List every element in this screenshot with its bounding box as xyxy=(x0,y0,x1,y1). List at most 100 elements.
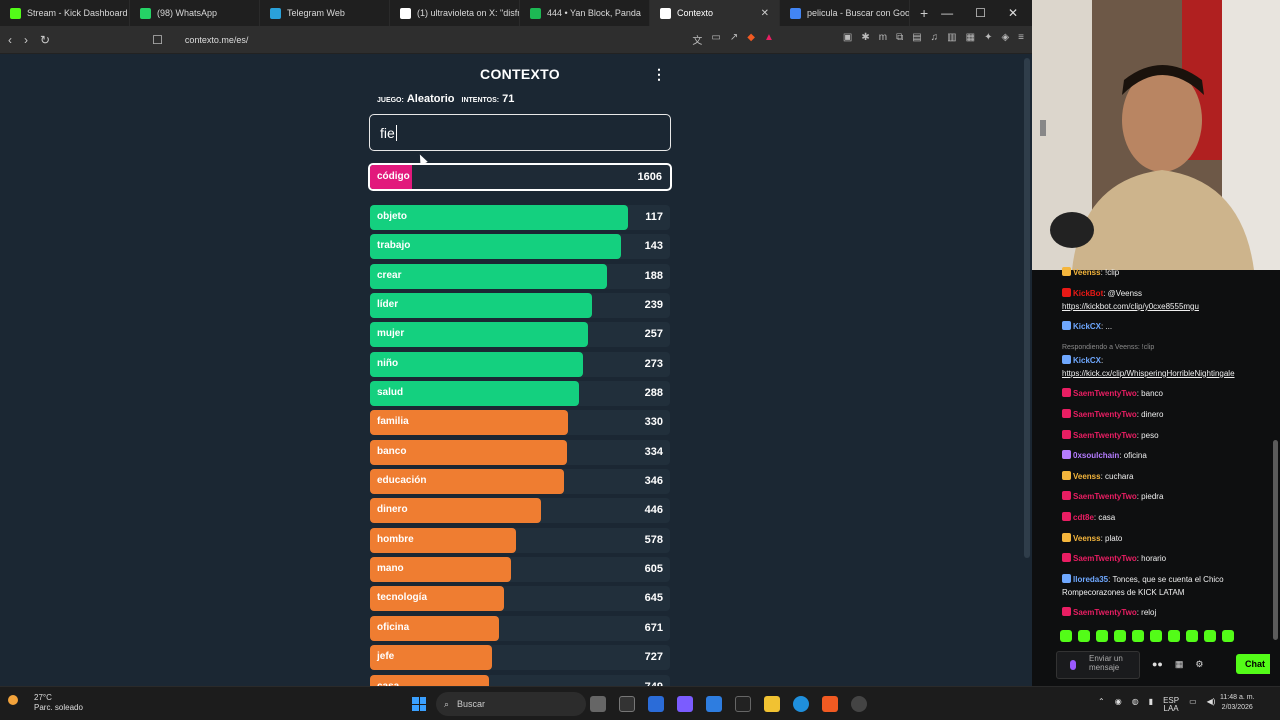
copilot-icon[interactable] xyxy=(677,696,693,712)
forward-icon[interactable]: › xyxy=(24,32,28,47)
start-button[interactable] xyxy=(412,697,426,711)
chevron-up-icon[interactable]: ⌃ xyxy=(1098,697,1105,706)
brave-shield-icon[interactable]: ◆ xyxy=(747,32,755,43)
emote-icon[interactable] xyxy=(1204,630,1216,642)
chat-message: SaemTwentyTwo: dinero xyxy=(1062,408,1272,421)
mic-tray-icon[interactable]: ▮ xyxy=(1148,697,1154,706)
chat-username[interactable]: 0xsoulchain xyxy=(1073,451,1120,461)
translate-icon[interactable]: 文 xyxy=(692,36,703,47)
console-icon[interactable] xyxy=(735,696,751,712)
emote-icon[interactable] xyxy=(1186,630,1198,642)
taskbar: 27°C Parc. soleado ⌕ Buscar ⌃ ◉ ◍ ▮ ESP LA… xyxy=(0,686,1280,720)
chat-username[interactable]: cdt8e xyxy=(1073,513,1094,522)
chat-username[interactable]: Veenss xyxy=(1073,268,1101,277)
tab-label: Stream - Kick Dashboard xyxy=(27,8,128,18)
snipping-tool-icon[interactable] xyxy=(648,696,664,712)
back-icon[interactable]: ‹ xyxy=(8,32,12,47)
chat-username[interactable]: SaemTwentyTwo xyxy=(1073,389,1137,399)
chat-username[interactable]: SaemTwentyTwo xyxy=(1073,492,1137,502)
browser-tab[interactable]: (1) ultravioleta on X: "disfru xyxy=(390,0,520,26)
music-icon[interactable]: ♫ xyxy=(930,32,939,43)
obs-icon[interactable] xyxy=(851,696,867,712)
new-tab-button[interactable]: + xyxy=(920,5,929,21)
extension-icon[interactable]: ✱ xyxy=(861,32,870,43)
chat-message: Veenss: plato xyxy=(1062,532,1272,545)
menu-icon[interactable]: ≡ xyxy=(1018,32,1024,43)
shield-icon[interactable]: ◉ xyxy=(1114,697,1122,706)
chat-username[interactable]: KickCX xyxy=(1073,355,1102,365)
network-icon[interactable]: ▭ xyxy=(1189,697,1197,706)
chat-username[interactable]: lloreda35 xyxy=(1073,574,1109,584)
emote-icon[interactable] xyxy=(1114,630,1126,642)
vpn-icon[interactable]: ◈ xyxy=(1001,32,1010,43)
cast-icon[interactable]: ▭ xyxy=(711,32,721,43)
chat-scroll-thumb[interactable] xyxy=(1273,440,1278,640)
scrollbar-thumb[interactable] xyxy=(1024,58,1030,558)
chat-link[interactable]: https://kickbot.com/clip/y0cxe8555mgu xyxy=(1062,301,1199,311)
emote-icon[interactable] xyxy=(1222,630,1234,642)
url-field[interactable]: contexto.me/es/ xyxy=(184,34,249,45)
page-scrollbar[interactable] xyxy=(1022,54,1032,686)
sidebar-icon[interactable]: ▥ xyxy=(947,32,957,43)
folder-icon[interactable] xyxy=(764,696,780,712)
share-icon[interactable]: ↗ xyxy=(729,32,739,43)
chat-username[interactable]: SaemTwentyTwo xyxy=(1073,410,1137,419)
brave-rewards-icon[interactable]: ▲ xyxy=(763,32,774,43)
more-menu-icon[interactable]: ⋮ xyxy=(652,66,666,82)
chat-scrollbar[interactable] xyxy=(1270,270,1280,686)
browser-tab[interactable]: (98) WhatsApp xyxy=(130,0,260,26)
file-explorer-icon[interactable] xyxy=(590,696,606,712)
wifi-icon[interactable]: ◍ xyxy=(1131,697,1139,706)
volume-icon[interactable]: ◀) xyxy=(1206,697,1216,706)
chat-tools: ●● ▦ ⚙ xyxy=(1152,659,1203,670)
browser-tab[interactable]: Stream - Kick Dashboard xyxy=(0,0,130,26)
browser-tab[interactable]: Telegram Web xyxy=(260,0,390,26)
edge-icon[interactable] xyxy=(793,696,809,712)
tab-label: (98) WhatsApp xyxy=(157,8,218,18)
close-tab-icon[interactable]: ✕ xyxy=(760,7,769,19)
extension-icon[interactable]: m xyxy=(878,32,888,43)
terminal-icon[interactable] xyxy=(619,696,635,712)
minimize-icon[interactable]: — xyxy=(941,6,954,20)
mic-icon[interactable] xyxy=(1070,660,1076,670)
guess-rank: 346 xyxy=(644,475,663,488)
emote-icon[interactable] xyxy=(1060,630,1072,642)
store-app-icon[interactable] xyxy=(706,696,722,712)
chat-send-button[interactable]: Chat xyxy=(1236,654,1274,674)
brave-icon[interactable] xyxy=(822,696,838,712)
emote-icon[interactable] xyxy=(1132,630,1144,642)
chat-username[interactable]: Veenss xyxy=(1073,533,1101,543)
emote-icon[interactable] xyxy=(1150,630,1162,642)
chat-username[interactable]: SaemTwentyTwo xyxy=(1073,608,1137,618)
extension-icon[interactable]: ▣ xyxy=(842,32,853,43)
bookmark-icon[interactable]: ☐ xyxy=(152,32,163,47)
store-icon[interactable]: ▦ xyxy=(1174,659,1184,669)
chat-username[interactable]: Veenss xyxy=(1073,471,1101,481)
puzzle-icon[interactable]: ⧉ xyxy=(896,32,904,43)
weather-widget[interactable]: 27°C Parc. soleado xyxy=(34,693,83,713)
browser-tab[interactable]: pelicula - Buscar con Goog xyxy=(780,0,910,26)
chat-link[interactable]: https://kick.cx/clip/WhisperingHorribleN… xyxy=(1062,368,1235,378)
wallet-icon[interactable]: ▦ xyxy=(965,32,976,43)
chat-username[interactable]: SaemTwentyTwo xyxy=(1073,430,1137,440)
browser-tab[interactable]: Contexto ✕ xyxy=(650,0,780,26)
chat-username[interactable]: KickBot xyxy=(1073,288,1104,298)
emote-icon[interactable] xyxy=(1096,630,1108,642)
close-window-icon[interactable]: ✕ xyxy=(1007,6,1018,20)
chat-message-input[interactable]: Enviar un mensaje xyxy=(1056,651,1140,679)
taskbar-search[interactable]: ⌕ Buscar xyxy=(436,692,586,716)
extension-icon[interactable]: ▤ xyxy=(912,32,922,43)
chat-username[interactable]: SaemTwentyTwo xyxy=(1073,554,1137,564)
settings-icon[interactable]: ⚙ xyxy=(1195,659,1204,669)
browser-tab[interactable]: 444 • Yan Block, Panda xyxy=(520,0,650,26)
maximize-icon[interactable]: ☐ xyxy=(975,6,986,20)
chat-username[interactable]: KickCX xyxy=(1073,322,1102,332)
lang-indicator[interactable]: ESP LAA xyxy=(1163,697,1179,713)
points-icon[interactable]: ●● xyxy=(1152,659,1163,669)
taskbar-clock[interactable]: 11:48 a. m. 2/03/2026 xyxy=(1220,693,1255,713)
emote-icon[interactable] xyxy=(1078,630,1090,642)
guess-input[interactable]: fie xyxy=(369,114,671,151)
emote-icon[interactable] xyxy=(1168,630,1180,642)
leo-icon[interactable]: ✦ xyxy=(984,32,993,43)
reload-icon[interactable]: ↻ xyxy=(40,32,51,47)
